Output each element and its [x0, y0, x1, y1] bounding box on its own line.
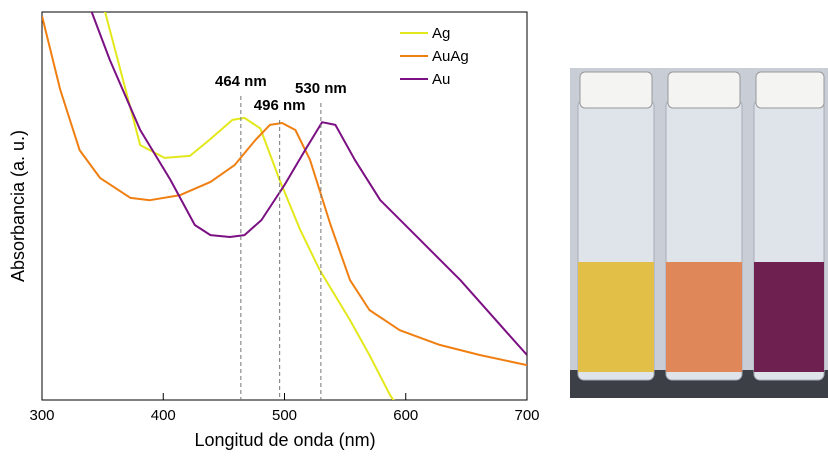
peak-label: 530 nm: [295, 80, 347, 97]
series-line: [42, 15, 527, 367]
x-tick-label: 700: [514, 407, 539, 424]
legend-label: Ag: [432, 25, 450, 42]
x-tick-label: 600: [393, 407, 418, 424]
legend-label: Au: [432, 71, 450, 88]
series-line: [104, 12, 395, 400]
plot-area: [42, 12, 527, 400]
x-tick-label: 400: [151, 407, 176, 424]
legend-label: AuAg: [432, 48, 469, 65]
series-line: [90, 12, 527, 356]
y-axis-label: Absorbancia (a. u.): [8, 130, 28, 282]
x-tick-label: 300: [29, 407, 54, 424]
x-axis-label: Longitud de onda (nm): [194, 430, 375, 450]
vials-photo: [570, 68, 828, 398]
x-tick-label: 500: [272, 407, 297, 424]
peak-label: 464 nm: [215, 73, 267, 90]
peak-label: 496 nm: [254, 97, 306, 114]
